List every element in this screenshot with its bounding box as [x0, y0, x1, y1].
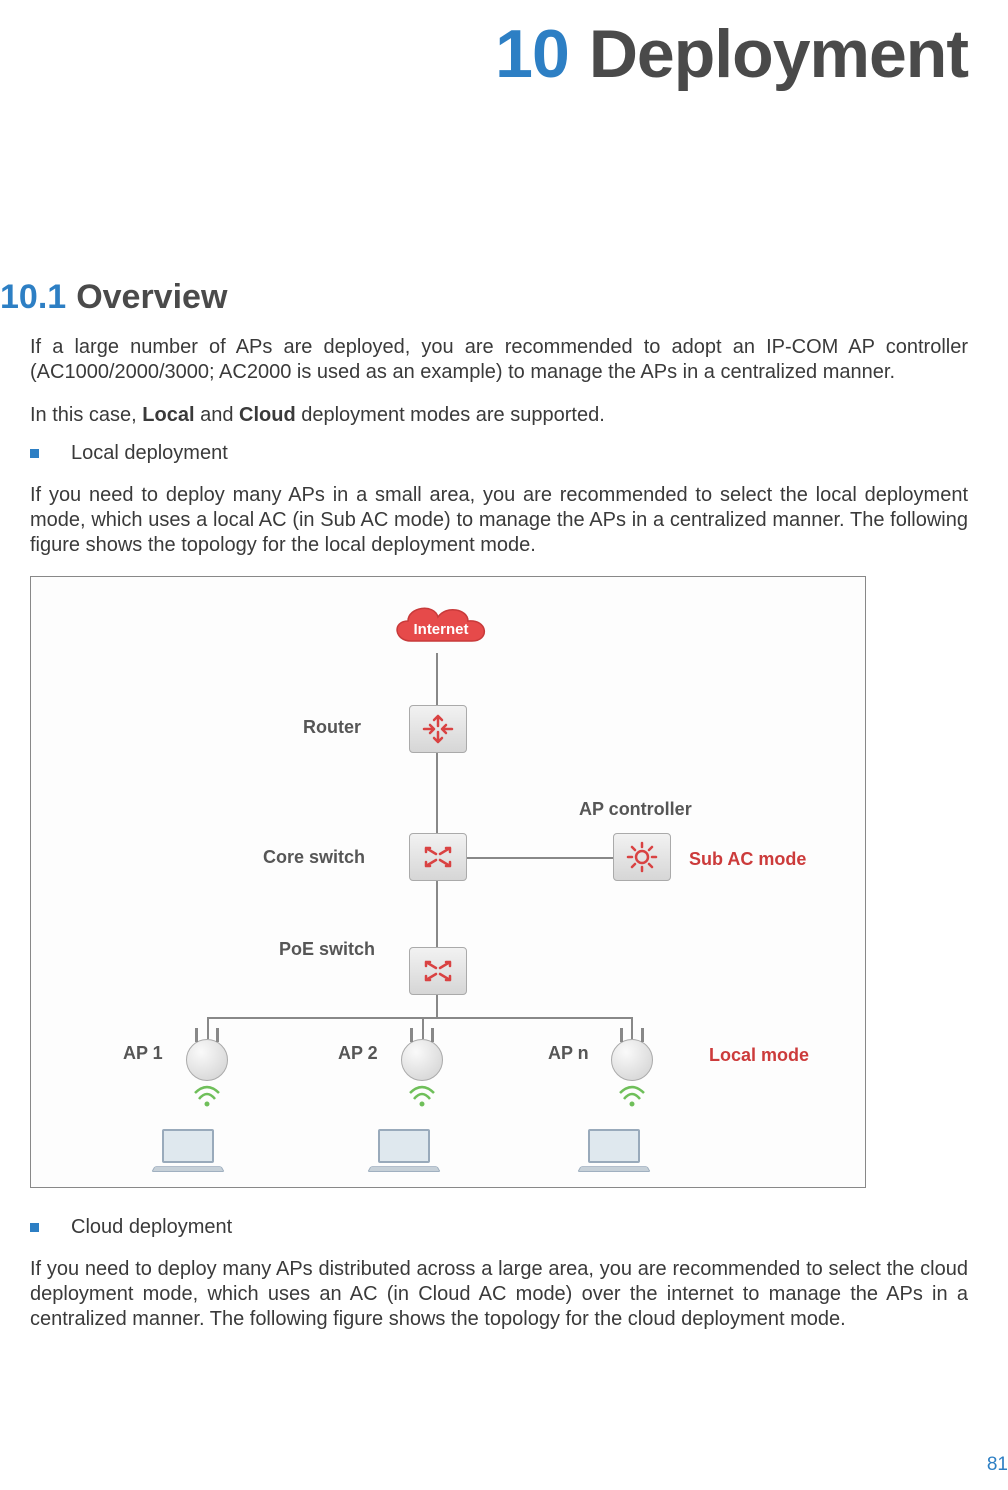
wifi-icon	[617, 1085, 647, 1109]
topology-diagram: Internet Router Core switch AP controlle…	[30, 576, 866, 1188]
diagram-line	[207, 1017, 633, 1019]
chapter-number: 10	[495, 16, 569, 92]
section-number: 10.1	[0, 278, 66, 316]
paragraph-modes: In this case, Local and Cloud deployment…	[30, 403, 968, 428]
laptop-icon	[369, 1129, 439, 1179]
laptop-icon	[579, 1129, 649, 1179]
sub-ac-mode-label: Sub AC mode	[689, 849, 806, 870]
apn-device-icon	[611, 1039, 653, 1081]
chapter-title: 10 Deployment	[30, 0, 968, 93]
internet-label: Internet	[386, 621, 496, 638]
ap2-device-icon	[401, 1039, 443, 1081]
section-title: Overview	[76, 278, 227, 316]
poe-switch-label: PoE switch	[279, 939, 375, 960]
chapter-label: Deployment	[589, 16, 968, 92]
core-switch-label: Core switch	[263, 847, 365, 868]
bullet-label: Local deployment	[71, 442, 228, 465]
router-label: Router	[303, 717, 361, 738]
diagram-line	[436, 653, 438, 707]
ap-controller-device-icon	[613, 833, 671, 881]
router-device-icon	[409, 705, 467, 753]
diagram-line	[631, 1017, 633, 1039]
poe-switch-device-icon	[409, 947, 467, 995]
paragraph-cloud: If you need to deploy many APs distribut…	[30, 1257, 968, 1332]
wifi-icon	[407, 1085, 437, 1109]
square-bullet-icon	[30, 449, 39, 458]
core-switch-device-icon	[409, 833, 467, 881]
diagram-line	[436, 995, 438, 1017]
section-heading: 10.1 Overview	[0, 278, 968, 317]
bullet-label: Cloud deployment	[71, 1216, 232, 1239]
diagram-line	[207, 1017, 209, 1039]
bullet-local-deployment: Local deployment	[30, 442, 968, 465]
square-bullet-icon	[30, 1223, 39, 1232]
paragraph-local: If you need to deploy many APs in a smal…	[30, 483, 968, 558]
text-fragment: deployment modes are supported.	[296, 404, 605, 426]
diagram-line	[436, 881, 438, 949]
page-number: 81	[987, 1454, 1008, 1476]
diagram-line	[436, 753, 438, 835]
paragraph-intro: If a large number of APs are deployed, y…	[30, 335, 968, 385]
ap2-label: AP 2	[338, 1043, 378, 1064]
text-fragment: and	[195, 404, 239, 426]
laptop-icon	[153, 1129, 223, 1179]
text-fragment: In this case,	[30, 404, 142, 426]
internet-cloud-icon: Internet	[386, 599, 496, 655]
wifi-icon	[192, 1085, 222, 1109]
apn-label: AP n	[548, 1043, 589, 1064]
bold-local: Local	[142, 404, 194, 426]
ap1-device-icon	[186, 1039, 228, 1081]
bullet-cloud-deployment: Cloud deployment	[30, 1216, 968, 1239]
local-mode-label: Local mode	[709, 1045, 809, 1066]
diagram-line	[422, 1017, 424, 1039]
ap1-label: AP 1	[123, 1043, 163, 1064]
ap-controller-label: AP controller	[579, 799, 692, 820]
diagram-line	[467, 857, 613, 859]
bold-cloud: Cloud	[239, 404, 296, 426]
